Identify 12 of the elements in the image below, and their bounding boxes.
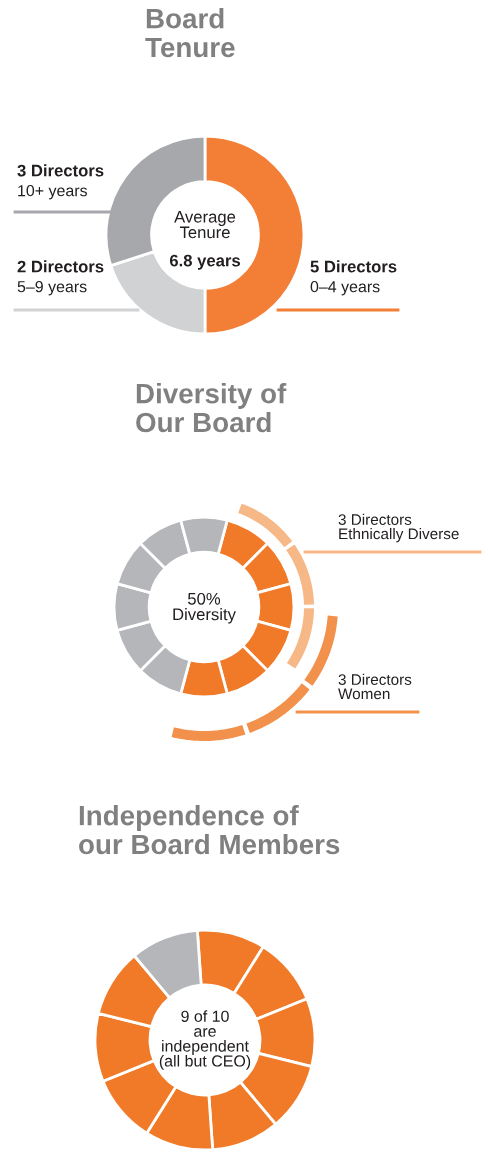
text: Average Tenure [174, 211, 236, 239]
text: 3 Directors Women [338, 673, 412, 700]
chart-title: Board Tenure [145, 8, 235, 58]
text: 3 Directors Ethnically Diverse [338, 513, 459, 543]
chart-title: Diversity of Our Board [136, 383, 287, 433]
text: 9 of 10 are independent (all but CEO) [159, 1010, 251, 1070]
text: 6.8 years [169, 254, 240, 270]
slice-label: 5 Directors 0–4 years [310, 260, 397, 296]
slice-label: 3 Directors 10+ years [17, 164, 104, 200]
chart-title: Independence of our Board Members [79, 805, 340, 855]
slice-label: 2 Directors 5–9 years [17, 260, 104, 296]
text: 50% Diversity [173, 592, 236, 624]
